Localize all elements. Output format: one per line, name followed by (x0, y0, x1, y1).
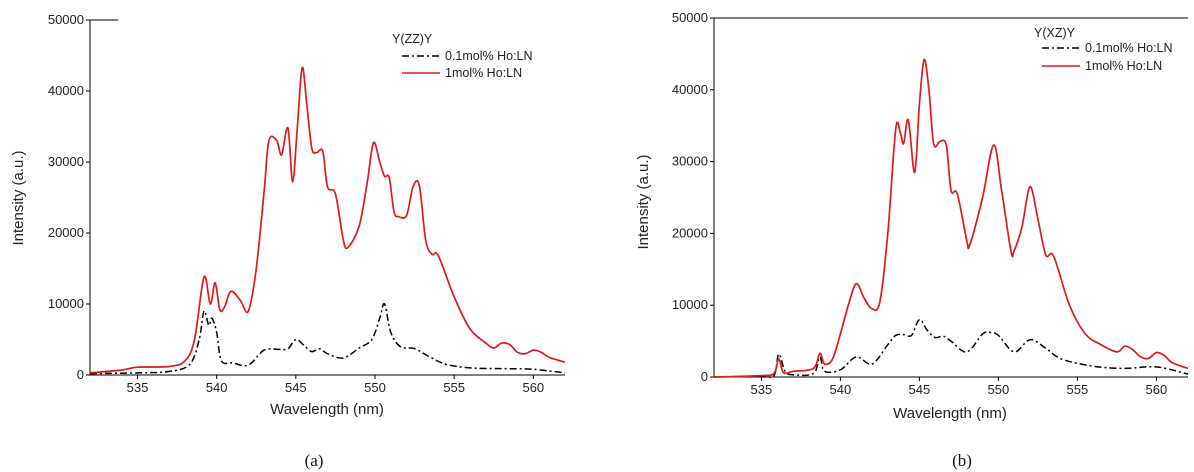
y-tick-label-1: 10000 (48, 296, 84, 311)
legend: Y(ZZ)Y 0.1mol% Ho:LN 1mol% Ho:LN (392, 32, 533, 80)
legend-title: Y(XZ)Y (1034, 26, 1076, 40)
series-line-1mol (713, 58, 1189, 378)
panel-caption: (b) (952, 451, 972, 470)
x-tick-label-1: 540 (830, 382, 852, 397)
legend-entry-1: 1mol% Ho:LN (445, 66, 522, 80)
y-tick-label-1: 10000 (672, 297, 708, 312)
x-tick-label-1: 540 (206, 380, 228, 395)
y-tick-label-0: 0 (701, 369, 708, 384)
legend-title: Y(ZZ)Y (392, 32, 433, 46)
y-axis-label: Intensity (a.u.) (10, 150, 27, 245)
x-tick-label-3: 550 (988, 382, 1010, 397)
legend-entry-0: 0.1mol% Ho:LN (445, 49, 533, 63)
x-axis-ticks: 535 540 545 550 555 560 (127, 375, 544, 395)
series-layer (713, 58, 1189, 379)
series-line-0-1mol (89, 302, 566, 375)
x-tick-label-2: 545 (285, 380, 307, 395)
x-tick-label-2: 545 (909, 382, 931, 397)
y-tick-label-5: 50000 (672, 10, 708, 25)
x-tick-label-0: 535 (751, 382, 773, 397)
x-axis-label: Wavelength (nm) (893, 405, 1007, 422)
y-tick-label-2: 20000 (672, 225, 708, 240)
y-tick-label-2: 20000 (48, 225, 84, 240)
y-axis-label: Intensity (a.u.) (635, 154, 652, 249)
y-axis-ticks: 0 10000 20000 30000 40000 50000 (48, 12, 90, 382)
y-tick-label-0: 0 (77, 367, 84, 382)
x-tick-label-4: 555 (1067, 382, 1089, 397)
series-line-1mol (89, 66, 566, 374)
y-tick-label-5: 50000 (48, 12, 84, 27)
legend: Y(XZ)Y 0.1mol% Ho:LN 1mol% Ho:LN (1034, 26, 1173, 73)
x-tick-label-5: 560 (1146, 382, 1168, 397)
x-axis-label: Wavelength (nm) (270, 401, 384, 418)
x-tick-label-5: 560 (522, 380, 544, 395)
y-tick-label-4: 40000 (48, 83, 84, 98)
x-tick-label-3: 550 (364, 380, 386, 395)
y-axis-ticks: 0 10000 20000 30000 40000 50000 (672, 10, 714, 384)
legend-entry-0: 0.1mol% Ho:LN (1085, 41, 1173, 55)
panel-caption: (a) (305, 451, 324, 470)
x-tick-label-4: 555 (443, 380, 465, 395)
y-tick-label-3: 30000 (672, 154, 708, 169)
series-line-0-1mol (713, 318, 1189, 379)
y-tick-label-3: 30000 (48, 154, 84, 169)
series-layer (89, 66, 566, 375)
legend-entry-1: 1mol% Ho:LN (1085, 59, 1162, 73)
y-tick-label-4: 40000 (672, 82, 708, 97)
x-axis-ticks: 535 540 545 550 555 560 (751, 377, 1168, 397)
x-tick-label-0: 535 (127, 380, 149, 395)
